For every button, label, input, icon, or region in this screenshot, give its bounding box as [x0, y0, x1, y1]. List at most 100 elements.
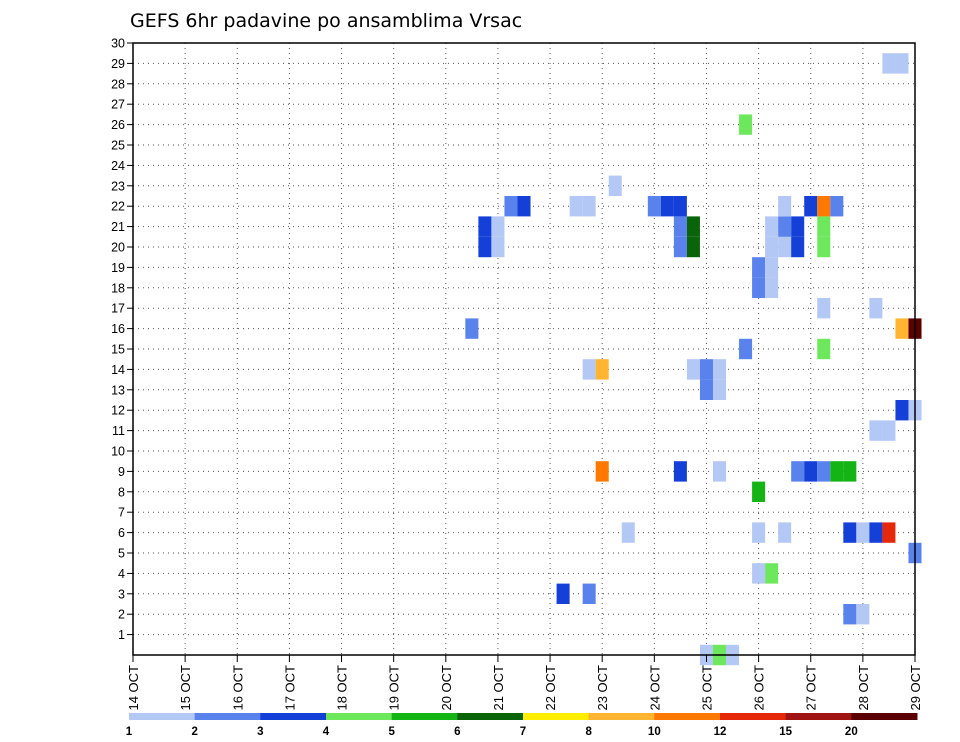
y-tick-label: 16 — [111, 322, 125, 336]
precip-cell — [686, 236, 700, 258]
y-tick-label: 23 — [111, 179, 125, 193]
y-tick-label: 25 — [111, 139, 125, 153]
precip-cell — [478, 216, 492, 237]
y-tick-label: 18 — [111, 281, 125, 295]
colorbar-segment — [720, 713, 787, 720]
precip-cell — [660, 196, 674, 217]
x-tick-label: 14 OCT — [126, 665, 141, 711]
precip-cell — [491, 216, 505, 237]
colorbar-segment — [654, 713, 721, 720]
y-tick-label: 22 — [111, 200, 125, 214]
y-tick-label: 14 — [111, 363, 125, 377]
precip-cell — [882, 420, 896, 441]
precip-cell — [517, 196, 531, 217]
precipitation-cells — [465, 53, 922, 666]
precip-cell — [582, 583, 596, 604]
precip-cell — [752, 522, 766, 543]
precip-cell — [699, 359, 713, 380]
precip-cell — [699, 379, 713, 400]
precip-cell — [830, 196, 844, 217]
precip-cell — [712, 359, 727, 380]
y-tick-label: 8 — [118, 485, 125, 499]
precip-cell — [582, 359, 596, 380]
colorbar-label: 6 — [454, 726, 460, 738]
precip-cell — [739, 114, 753, 135]
x-tick-label: 22 OCT — [543, 665, 558, 711]
precip-cell — [791, 216, 805, 237]
precip-cell — [712, 461, 727, 482]
colorbar-segment — [588, 713, 655, 720]
precip-cell — [686, 359, 700, 380]
precip-cell — [882, 522, 896, 543]
precip-cell — [673, 236, 687, 258]
precip-cell — [765, 563, 779, 584]
precip-cell — [556, 583, 570, 604]
colorbar-label: 5 — [388, 726, 395, 738]
colorbar-label: 15 — [779, 726, 792, 738]
y-tick-label: 9 — [118, 465, 125, 479]
precip-cell — [712, 379, 727, 400]
precip-cell — [869, 298, 883, 319]
y-tick-label: 4 — [118, 567, 125, 581]
precip-cell — [582, 196, 596, 217]
precip-cell — [765, 277, 779, 298]
y-tick-label: 1 — [118, 628, 125, 642]
precip-cell — [752, 257, 766, 278]
precip-cell — [752, 563, 766, 584]
colorbar-segment — [194, 713, 261, 720]
y-tick-label: 26 — [111, 118, 125, 132]
colorbar-label: 20 — [845, 726, 858, 738]
x-tick-label: 24 OCT — [647, 665, 662, 711]
precip-cell — [817, 338, 831, 360]
y-tick-label: 17 — [111, 302, 125, 316]
y-tick-label: 10 — [111, 445, 125, 459]
precip-cell — [491, 236, 505, 258]
chart-title: GEFS 6hr padavine po ansamblima Vrsac — [130, 10, 522, 32]
y-tick-label: 19 — [111, 261, 125, 275]
precip-cell — [817, 216, 831, 237]
precip-cell — [673, 216, 687, 237]
x-tick-label: 21 OCT — [491, 665, 506, 711]
colorbar-segment — [523, 713, 590, 720]
y-tick-label: 7 — [118, 506, 125, 520]
precip-cell — [608, 175, 622, 196]
y-tick-label: 28 — [111, 77, 125, 91]
precip-cell — [778, 236, 792, 258]
colorbar-segment — [785, 713, 852, 720]
x-tick-label: 29 OCT — [908, 665, 923, 711]
y-tick-label: 20 — [111, 241, 125, 255]
precip-cell — [856, 522, 870, 543]
y-tick-label: 27 — [111, 98, 125, 112]
y-tick-label: 13 — [111, 383, 125, 397]
precip-cell — [765, 236, 779, 258]
precip-cell — [895, 53, 909, 74]
x-axis: 14 OCT 15 OCT 16 OCT 17 OCT 18 OCT 19 OCT 20 O… — [126, 655, 923, 711]
x-tick-label: 17 OCT — [282, 665, 297, 711]
y-tick-label: 21 — [111, 220, 125, 234]
x-tick-label: 23 OCT — [595, 665, 610, 711]
grid-lines — [132, 42, 916, 655]
colorbar-segment — [326, 713, 393, 720]
y-tick-label: 3 — [118, 587, 125, 601]
precip-cell — [752, 277, 766, 298]
y-tick-label: 15 — [111, 343, 125, 357]
precip-cell — [778, 216, 792, 237]
x-tick-label: 16 OCT — [230, 665, 245, 711]
precip-cell — [895, 318, 909, 339]
y-tick-label: 30 — [111, 37, 125, 51]
colorbar-segment — [391, 713, 458, 720]
precip-cell — [621, 522, 635, 543]
colorbar-segment — [457, 713, 524, 720]
precip-cell — [765, 257, 779, 278]
precip-cell — [791, 236, 805, 258]
precip-cell — [882, 53, 896, 74]
y-tick-label: 11 — [112, 424, 125, 438]
precip-cell — [843, 461, 857, 482]
y-tick-label: 29 — [111, 57, 125, 71]
precip-cell — [817, 461, 831, 482]
colorbar: 1 2 3 4 5 6 7 8 10 12 15 20 — [126, 713, 918, 738]
precip-cell — [830, 461, 844, 482]
precip-cell — [817, 196, 831, 217]
colorbar-label: 12 — [714, 726, 727, 738]
precip-cell — [869, 420, 883, 441]
